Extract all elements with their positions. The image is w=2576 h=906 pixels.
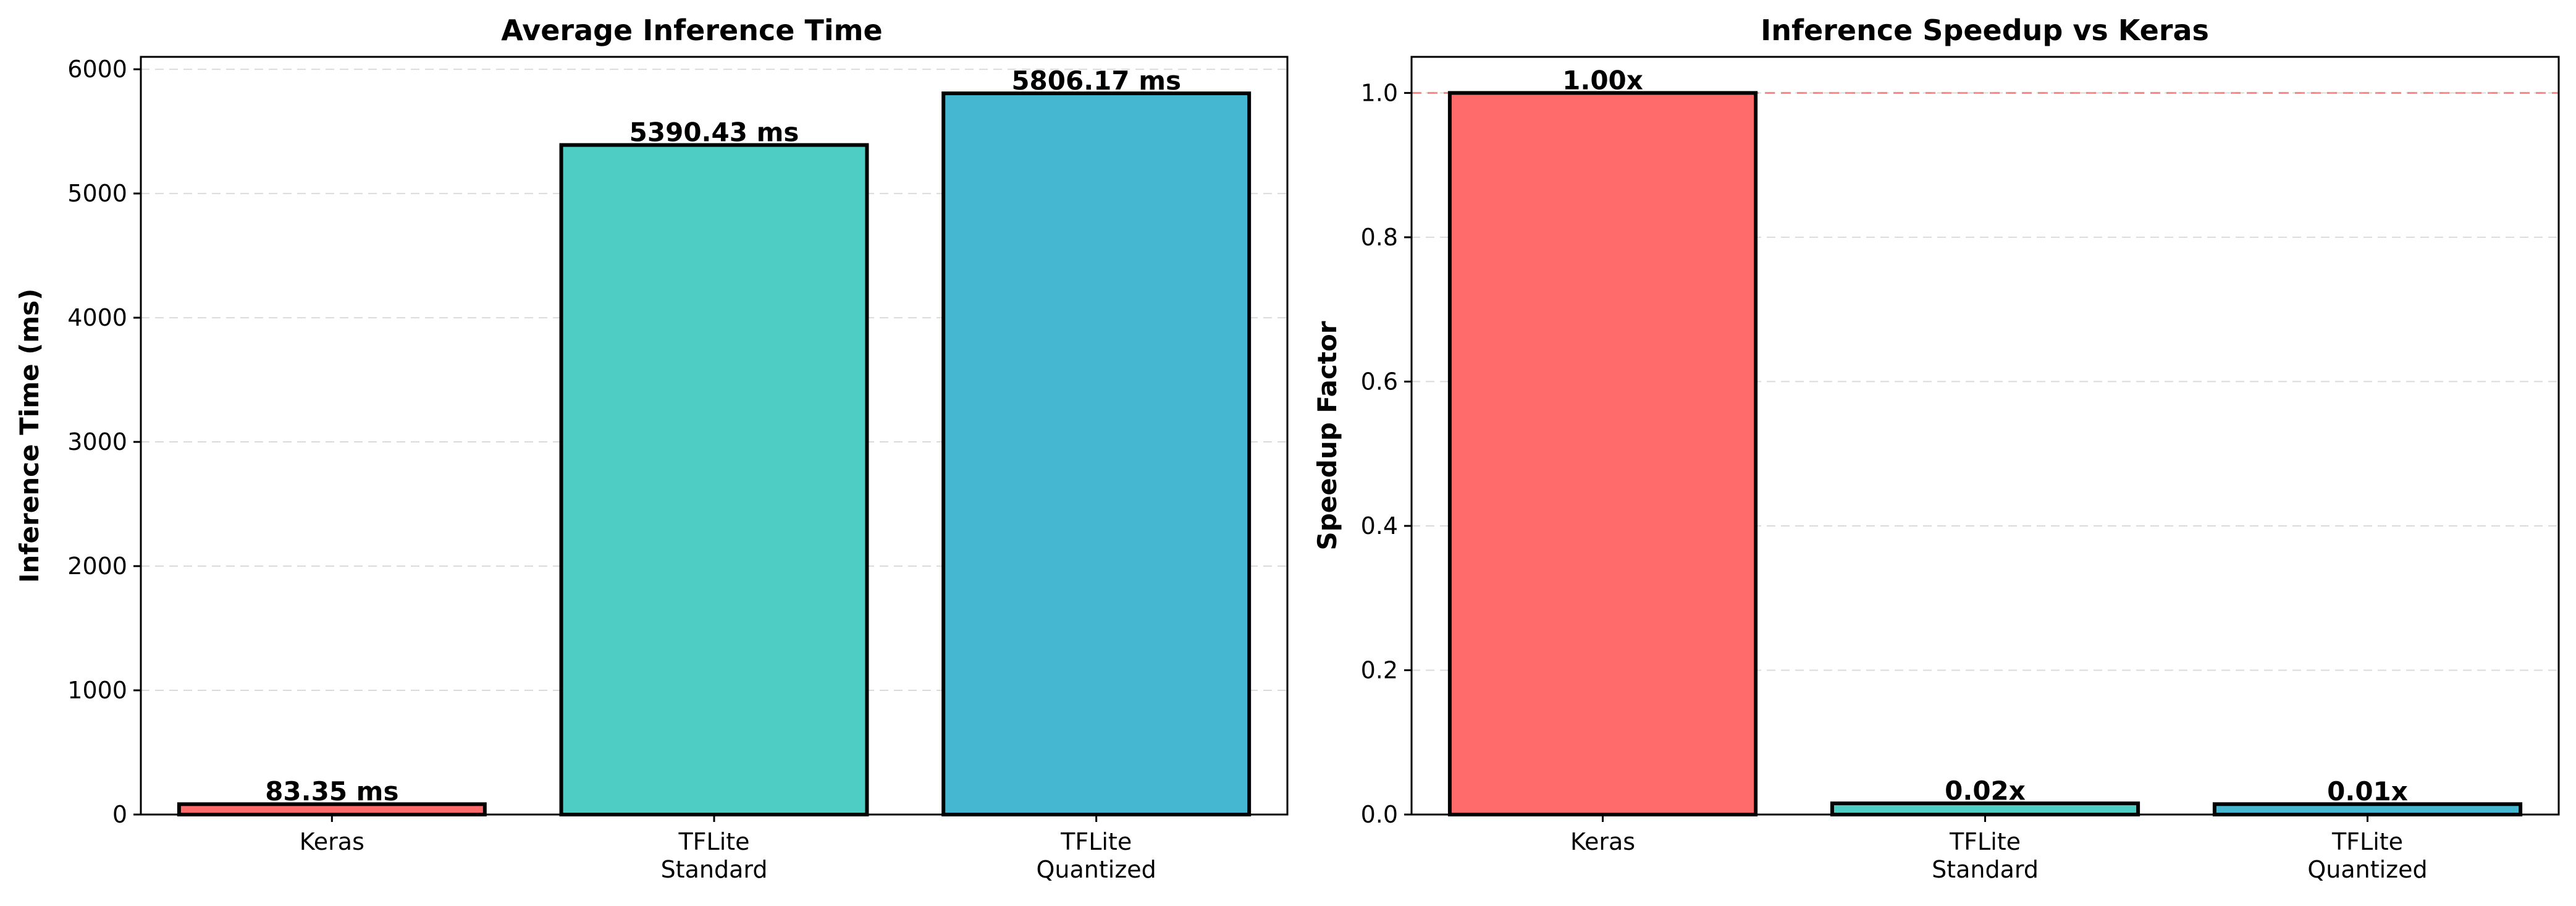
y-tick-label: 0.4	[1361, 512, 1398, 540]
axes-frame	[140, 56, 1289, 816]
x-tick-label: TFLite Quantized	[2307, 828, 2427, 883]
chart-title: Inference Speedup vs Keras	[1761, 14, 2209, 47]
y-tick-label: 1.0	[1361, 79, 1398, 106]
axes-frame	[1410, 56, 2560, 816]
y-tick-label: 0.0	[1361, 801, 1398, 828]
y-tick-label: 5000	[67, 180, 127, 207]
x-tick-label: TFLite Standard	[1932, 828, 2039, 883]
y-tick-label: 2000	[67, 552, 127, 580]
y-tick-label: 0.2	[1361, 656, 1398, 684]
x-tick-label: TFLite Quantized	[1037, 828, 1156, 883]
speedup-chart: Inference Speedup vs Keras Speedup Facto…	[1312, 14, 2560, 883]
y-tick-label: 0.8	[1361, 224, 1398, 251]
data-label: 1.00x	[1562, 65, 1643, 95]
data-label: 83.35 ms	[265, 776, 398, 807]
y-tick-label: 3000	[67, 428, 127, 455]
x-tick-label: TFLite Standard	[661, 828, 768, 883]
y-tick-label: 0	[112, 801, 127, 828]
chart-title: Average Inference Time	[501, 14, 882, 47]
bar	[559, 143, 869, 816]
y-tick-label: 0.6	[1361, 368, 1398, 395]
inference-time-chart: Average Inference Time Inference Time (m…	[14, 14, 1289, 883]
data-label: 5390.43 ms	[629, 117, 799, 148]
y-axis-label: Speedup Factor	[1312, 321, 1342, 550]
y-tick-label: 4000	[67, 304, 127, 331]
y-tick-label: 6000	[67, 56, 127, 83]
bar	[1447, 91, 1758, 816]
data-label: 0.02x	[1945, 776, 2026, 806]
x-tick-label: Keras	[1570, 828, 1635, 855]
data-label: 0.01x	[2327, 776, 2408, 807]
y-axis-label: Inference Time (ms)	[14, 289, 44, 583]
x-tick-label: Keras	[300, 828, 364, 855]
data-label: 5806.17 ms	[1011, 66, 1181, 96]
bar	[941, 91, 1252, 816]
y-tick-label: 1000	[67, 677, 127, 704]
